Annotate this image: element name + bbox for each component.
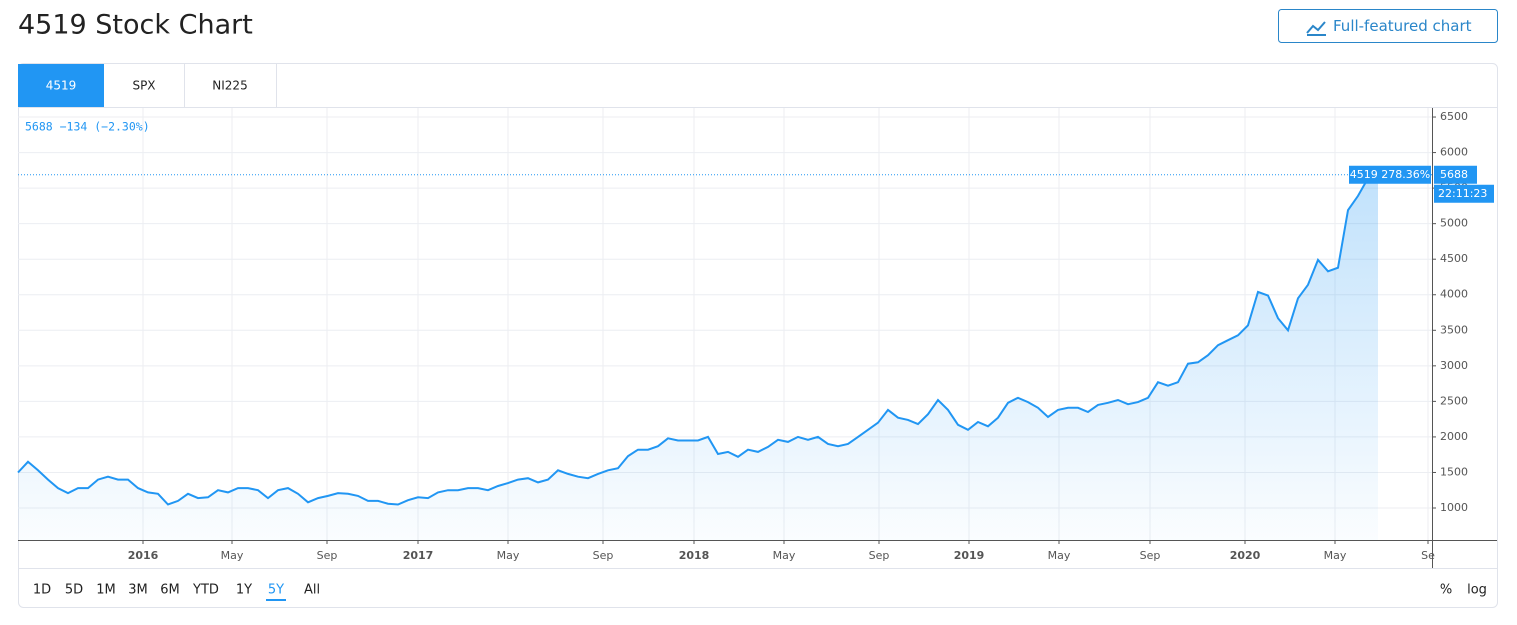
range-button[interactable]: 6M: [160, 583, 180, 598]
range-button[interactable]: 5Y: [268, 583, 284, 598]
x-tick-label: May: [1324, 549, 1347, 562]
y-tick-label: 1500: [1440, 465, 1468, 478]
x-tick-label: May: [497, 549, 520, 562]
button-label: Full-featured chart: [1333, 17, 1472, 35]
y-tick-label: 2500: [1440, 394, 1468, 407]
y-tick-label: 3500: [1440, 323, 1468, 336]
x-tick-label: Sep: [869, 549, 890, 562]
x-tick-label: Sep: [317, 549, 338, 562]
x-tick-label: 2019: [954, 549, 985, 562]
price-tag-bg: [1434, 165, 1477, 184]
y-tick-label: 2000: [1440, 430, 1468, 443]
time-tag-bg: [1434, 184, 1494, 203]
x-tick-label: May: [221, 549, 244, 562]
y-tick-label: 5000: [1440, 217, 1468, 230]
range-button[interactable]: 1D: [33, 583, 51, 598]
range-buttons: 1D 5D 1M 3M 6M YTD 1Y 5Y All: [33, 583, 320, 601]
tab-active-bg: [18, 64, 104, 107]
scale-option[interactable]: log: [1467, 583, 1487, 598]
x-tick-label: Sep: [593, 549, 614, 562]
y-tick-label: 4500: [1440, 252, 1468, 265]
price-legend: 5688 −134 (−2.30%): [25, 120, 150, 134]
tab[interactable]: 4519: [46, 79, 77, 93]
range-button[interactable]: 5D: [65, 583, 83, 598]
x-tick-label: May: [1048, 549, 1071, 562]
last-label-bg: [1349, 165, 1431, 184]
tab[interactable]: SPX: [132, 79, 155, 93]
x-tick-label: May: [773, 549, 796, 562]
time-tag: 22:11:23: [1438, 187, 1487, 200]
range-button[interactable]: YTD: [192, 583, 219, 598]
price-tag: 5688: [1440, 168, 1468, 181]
x-tick-label: 2018: [679, 549, 710, 562]
range-button[interactable]: All: [304, 583, 320, 598]
x-tick-label: 2016: [128, 549, 159, 562]
plot: [17, 108, 1432, 541]
chart-icon: [1306, 21, 1326, 36]
range-button[interactable]: 3M: [128, 583, 148, 598]
x-tick-label: 2020: [1230, 549, 1261, 562]
range-button[interactable]: 1M: [96, 583, 116, 598]
range-button[interactable]: 1Y: [236, 583, 252, 598]
tab[interactable]: NI225: [212, 79, 247, 93]
y-tick-label: 6500: [1440, 110, 1468, 123]
price-line: [17, 173, 1379, 506]
x-tick-label: Se: [1421, 549, 1435, 562]
y-tick-label: 1000: [1440, 501, 1468, 514]
area: [18, 174, 1378, 541]
page-title: 4519 Stock Chart: [18, 10, 253, 41]
y-tick-label: 4000: [1440, 288, 1468, 301]
last-label: 4519 278.36%: [1350, 168, 1430, 181]
full-chart-button[interactable]: [1278, 9, 1498, 43]
x-tick-label: Sep: [1140, 549, 1161, 562]
scale-option[interactable]: %: [1440, 583, 1452, 598]
x-tick-label: 2017: [403, 549, 434, 562]
y-tick-label: 3000: [1440, 359, 1468, 372]
y-tick-label: 6000: [1440, 146, 1468, 159]
